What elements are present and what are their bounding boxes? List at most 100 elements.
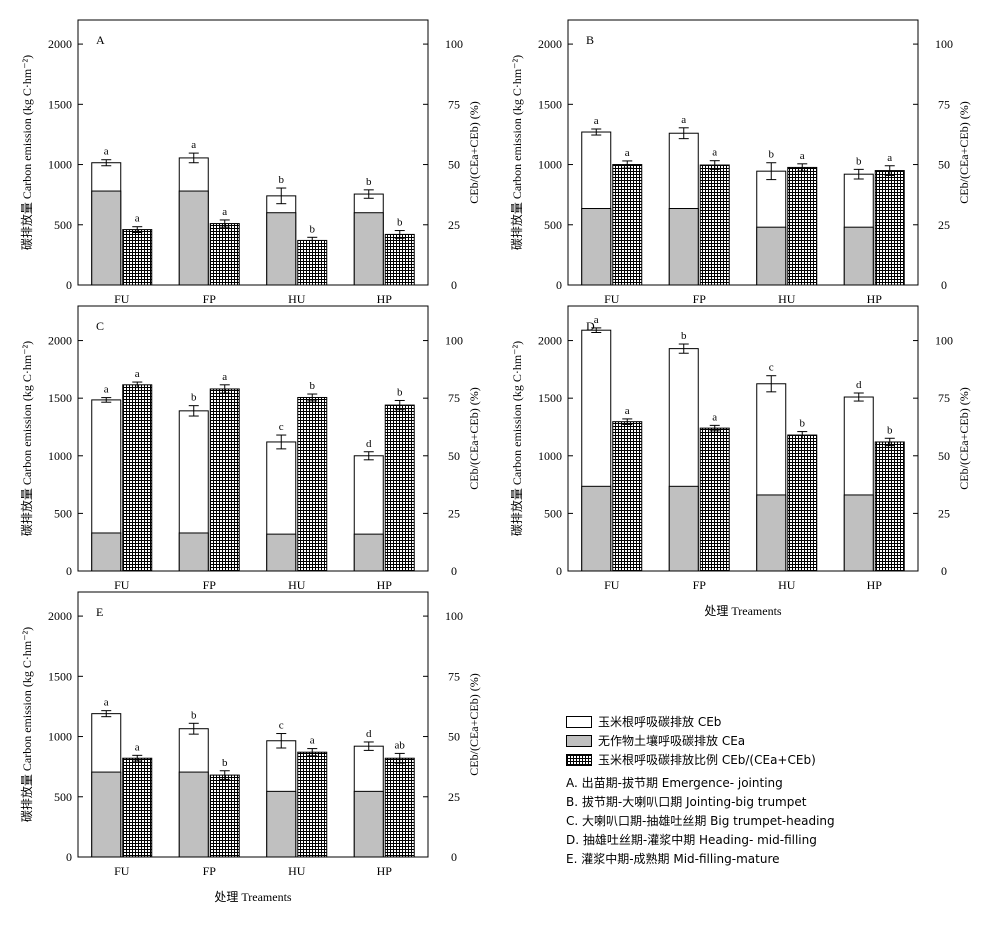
y-tick-label: 0 bbox=[556, 564, 562, 578]
y2-tick-label: 25 bbox=[448, 790, 460, 804]
y2-tick-label: 25 bbox=[938, 506, 950, 520]
plot-frame bbox=[77, 591, 429, 858]
y2-tick-label: 0 bbox=[941, 278, 947, 292]
y-axis-title: 碳排放量 Carbon emission (kg C·hm⁻²) bbox=[19, 627, 34, 822]
plot-frame bbox=[77, 19, 429, 286]
bar-cea bbox=[91, 532, 122, 572]
panel-a: A 0 500 1000 1500 2000 0 25 50 75 100 碳排放量 Carbon e… bbox=[19, 19, 481, 306]
x-tick-label: HP bbox=[377, 578, 393, 592]
x-tick-label: FU bbox=[604, 578, 620, 592]
y-tick-label: 1500 bbox=[538, 97, 562, 111]
x-tick-label: HU bbox=[288, 292, 306, 306]
bar-ratio bbox=[122, 757, 153, 858]
x-tick-label: HP bbox=[867, 292, 883, 306]
bar-ratio bbox=[699, 427, 730, 572]
bar-ratio bbox=[874, 441, 905, 572]
y-tick-label: 2000 bbox=[538, 334, 562, 348]
bar-cea bbox=[668, 485, 699, 572]
y2-axis-title: CEb/(CEa+CEb) (%) bbox=[467, 673, 481, 775]
bar-ratio bbox=[209, 388, 240, 572]
significance-letter: b bbox=[191, 709, 197, 721]
y-tick-label: 1500 bbox=[48, 97, 72, 111]
bar-cea bbox=[266, 533, 297, 572]
x-tick-label: HU bbox=[288, 864, 306, 878]
bar-ratio bbox=[612, 164, 643, 286]
bar-ratio bbox=[384, 404, 415, 572]
x-tick-label: HU bbox=[778, 578, 796, 592]
y-tick-label: 0 bbox=[66, 278, 72, 292]
significance-letter: a bbox=[625, 147, 630, 159]
legend: 玉米根呼吸碳排放 CEb 无作物土壤呼吸碳排放 CEa 玉米根呼吸碳排放比例 C… bbox=[566, 712, 866, 868]
bar-ratio bbox=[874, 170, 905, 286]
panel-c: C 0 500 1000 1500 2000 0 25 50 75 100 碳排放量 Carbon e… bbox=[19, 305, 481, 592]
significance-letter: c bbox=[279, 720, 284, 732]
bar-ratio bbox=[612, 421, 643, 572]
y-tick-label: 500 bbox=[54, 506, 72, 520]
y2-tick-label: 100 bbox=[445, 609, 463, 623]
x-tick-label: FU bbox=[114, 864, 130, 878]
x-tick-label: FP bbox=[693, 292, 707, 306]
panel-e: E 0 500 1000 1500 2000 0 25 50 75 100 碳排放量 Carbon e… bbox=[19, 591, 481, 904]
bar-ratio bbox=[787, 166, 818, 286]
bar-cea bbox=[581, 208, 612, 286]
y-tick-label: 500 bbox=[54, 790, 72, 804]
y-tick-label: 1000 bbox=[48, 449, 72, 463]
significance-letter: b bbox=[366, 176, 372, 188]
y2-tick-label: 25 bbox=[448, 506, 460, 520]
x-tick-label: HU bbox=[778, 292, 796, 306]
bar-cea bbox=[353, 533, 384, 572]
stage-note-c: C. 大喇叭口期-抽雄吐丝期 Big trumpet-heading bbox=[566, 814, 835, 828]
y2-axis-title: CEb/(CEa+CEb) (%) bbox=[957, 387, 971, 489]
bar-cea bbox=[756, 494, 787, 572]
panel-b: B 0 500 1000 1500 2000 0 25 50 75 100 碳排放量 Carbon e… bbox=[509, 19, 971, 306]
significance-letter: b bbox=[397, 386, 403, 398]
bar-ratio bbox=[297, 751, 328, 858]
significance-letter: a bbox=[135, 741, 140, 753]
y2-tick-label: 75 bbox=[938, 391, 950, 405]
significance-letter: d bbox=[856, 379, 862, 391]
y2-tick-label: 100 bbox=[935, 37, 953, 51]
legend-swatch-hatch bbox=[566, 753, 592, 766]
bar-ratio bbox=[297, 396, 328, 572]
bar-cea bbox=[668, 208, 699, 286]
significance-letter: ab bbox=[395, 739, 406, 751]
y2-tick-label: 100 bbox=[445, 37, 463, 51]
y2-tick-label: 0 bbox=[451, 278, 457, 292]
significance-letter: a bbox=[104, 146, 109, 158]
y2-tick-label: 50 bbox=[448, 158, 460, 172]
x-tick-label: FU bbox=[114, 578, 130, 592]
y2-tick-label: 25 bbox=[938, 218, 950, 232]
plot-frame bbox=[567, 305, 919, 572]
bar-cea bbox=[756, 226, 787, 286]
y-tick-label: 1500 bbox=[48, 669, 72, 683]
y2-tick-label: 75 bbox=[448, 669, 460, 683]
y2-tick-label: 0 bbox=[941, 564, 947, 578]
panel-label: B bbox=[586, 33, 594, 47]
x-tick-label: HP bbox=[377, 864, 393, 878]
legend-swatch-grey bbox=[566, 734, 592, 747]
bar-ratio bbox=[699, 164, 730, 286]
stage-note-a: A. 出苗期-拔节期 Emergence- jointing bbox=[566, 776, 783, 790]
x-tick-label: FU bbox=[114, 292, 130, 306]
y-tick-label: 500 bbox=[544, 218, 562, 232]
y2-tick-label: 0 bbox=[451, 850, 457, 864]
stage-note-b: B. 拔节期-大喇叭口期 Jointing-big trumpet bbox=[566, 795, 807, 809]
bar-ratio bbox=[122, 229, 153, 286]
significance-letter: a bbox=[310, 735, 315, 747]
y-tick-label: 2000 bbox=[48, 37, 72, 51]
x-tick-label: FU bbox=[604, 292, 620, 306]
x-tick-label: HU bbox=[288, 578, 306, 592]
x-tick-label: FP bbox=[693, 578, 707, 592]
significance-letter: b bbox=[191, 392, 197, 404]
y-tick-label: 2000 bbox=[48, 609, 72, 623]
significance-letter: c bbox=[279, 421, 284, 433]
y-tick-label: 0 bbox=[66, 564, 72, 578]
significance-letter: a bbox=[712, 147, 717, 159]
plot-frame bbox=[77, 305, 429, 572]
y2-tick-label: 25 bbox=[448, 218, 460, 232]
significance-letter: a bbox=[594, 115, 599, 127]
significance-letter: a bbox=[135, 213, 140, 225]
y2-tick-label: 50 bbox=[938, 449, 950, 463]
x-tick-label: FP bbox=[203, 864, 217, 878]
panel-label: E bbox=[96, 605, 103, 619]
